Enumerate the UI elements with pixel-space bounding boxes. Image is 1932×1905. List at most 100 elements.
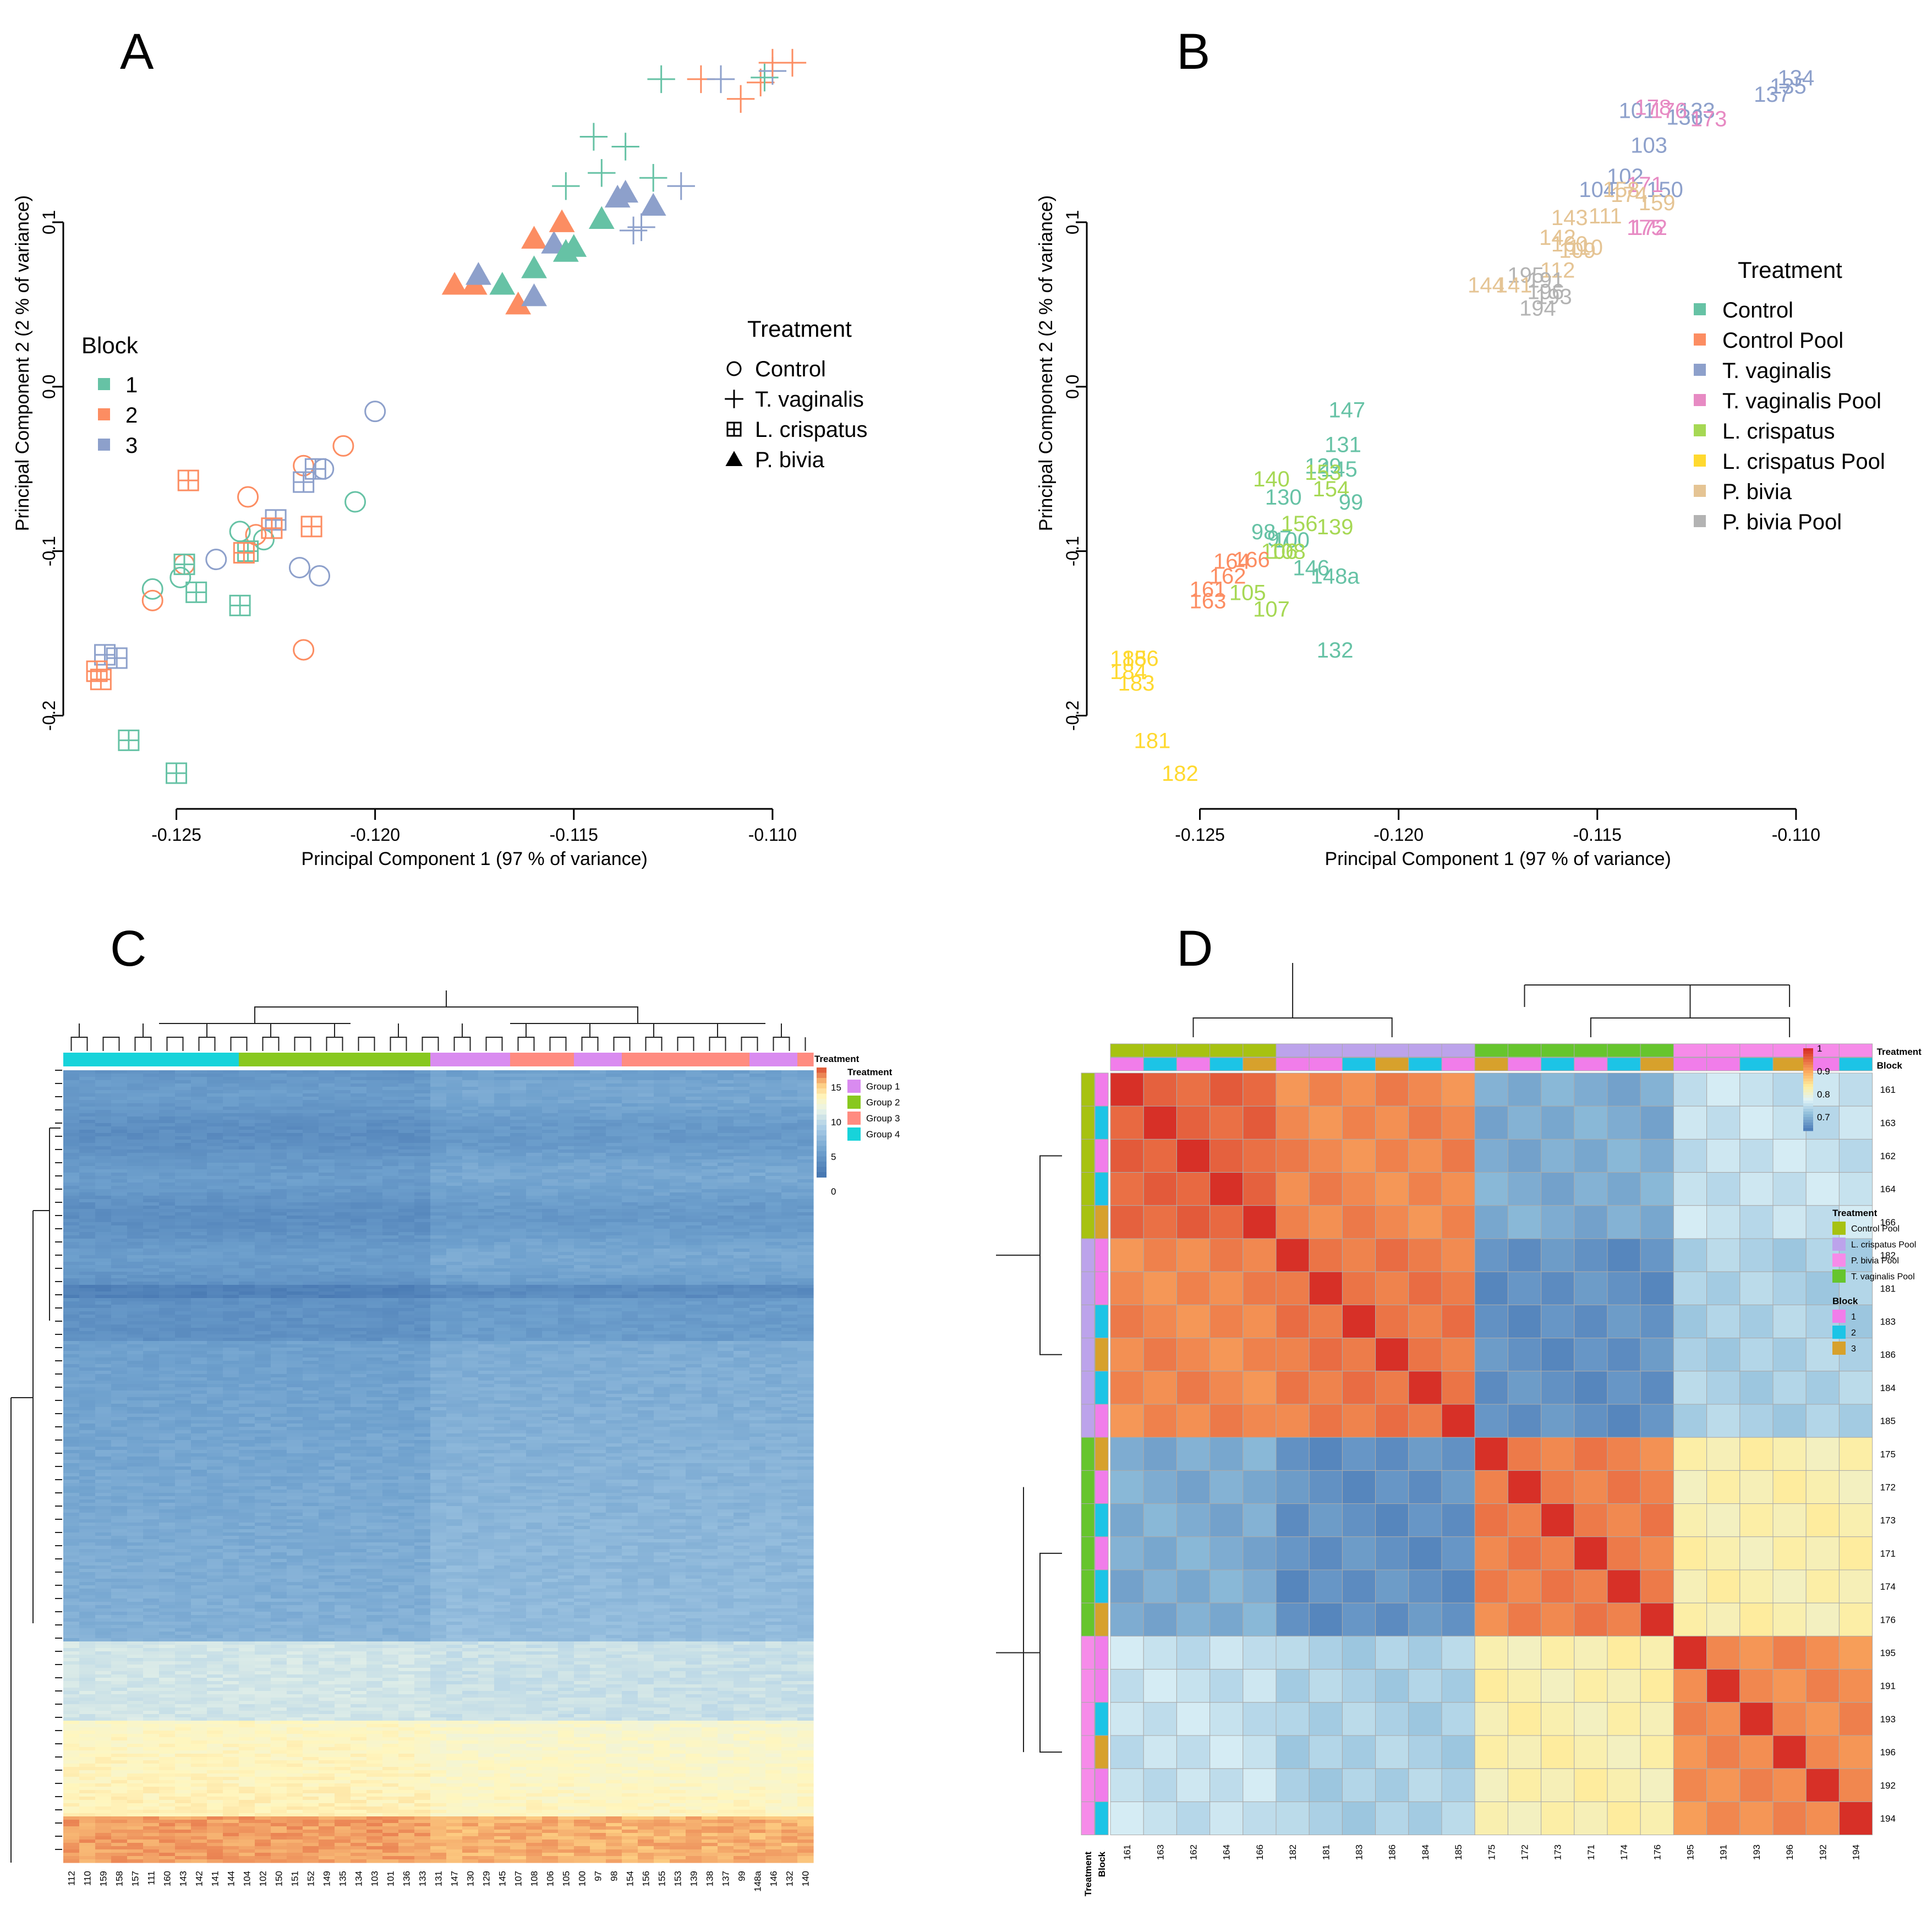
heatmap-cell: [654, 1275, 670, 1279]
heatmap-cell: [239, 1301, 255, 1305]
heatmap-cell: [382, 1311, 399, 1315]
heatmap-cell: [558, 1291, 574, 1295]
heatmap-cell: [606, 1348, 622, 1351]
heatmap-cell: [366, 1311, 383, 1315]
heatmap-cell: [734, 1183, 750, 1186]
heatmap-cell: [734, 1357, 750, 1361]
heatmap-cell: [111, 1126, 128, 1130]
heatmap-cell: [558, 1074, 574, 1077]
heatmap-cell: [175, 1265, 191, 1269]
heatmap-cell: [303, 1077, 319, 1081]
heatmap-cell: [670, 1344, 686, 1348]
heatmap-cell: [542, 1357, 559, 1361]
heatmap-cell: [446, 1186, 463, 1190]
heatmap-cell: [702, 1206, 718, 1209]
heatmap-cell: [462, 1249, 479, 1252]
heatmap-cell: [351, 1239, 367, 1242]
heatmap-cell: [622, 1357, 638, 1361]
heatmap-cell: [79, 1341, 96, 1345]
heatmap-cell: [478, 1242, 495, 1246]
heatmap-cell: [654, 1315, 670, 1318]
heatmap-cell: [414, 1110, 431, 1114]
heatmap-cell: [95, 1225, 112, 1229]
heatmap-cell: [382, 1301, 399, 1305]
heatmap-cell: [765, 1265, 782, 1269]
heatmap-cell: [366, 1315, 383, 1318]
heatmap-cell: [255, 1341, 271, 1345]
heatmap-cell: [606, 1262, 622, 1266]
point-plus: [707, 65, 735, 94]
heatmap-cell: [574, 1080, 590, 1084]
heatmap-cell: [239, 1070, 255, 1074]
legend-block-title: Block: [81, 332, 139, 358]
heatmap-cell: [351, 1288, 367, 1292]
heatmap-cell: [702, 1364, 718, 1368]
heatmap-cell: [159, 1298, 176, 1302]
heatmap-cell: [478, 1199, 495, 1203]
heatmap-cell: [382, 1249, 399, 1252]
heatmap-cell: [510, 1348, 527, 1351]
heatmap-cell: [478, 1245, 495, 1249]
heatmap-cell: [414, 1400, 431, 1404]
heatmap-cell: [542, 1146, 559, 1150]
heatmap-cell: [797, 1344, 814, 1348]
heatmap-cell: [287, 1229, 303, 1233]
heatmap-cell: [590, 1235, 606, 1239]
heatmap-cell: [207, 1344, 223, 1348]
heatmap-cell: [638, 1219, 654, 1223]
heatmap-cell: [366, 1291, 383, 1295]
heatmap-cell: [734, 1394, 750, 1398]
heatmap-cell: [462, 1275, 479, 1279]
heatmap-cell: [462, 1384, 479, 1388]
heatmap-cell: [255, 1308, 271, 1312]
heatmap-cell: [271, 1120, 287, 1124]
heatmap-cell: [430, 1328, 447, 1332]
heatmap-cell: [749, 1239, 766, 1242]
heatmap-cell: [239, 1308, 255, 1312]
heatmap-cell: [542, 1202, 559, 1206]
heatmap-cell: [670, 1381, 686, 1384]
heatmap-cell: [749, 1252, 766, 1256]
heatmap-cell: [159, 1397, 176, 1401]
sample-label: 173: [1690, 107, 1727, 132]
heatmap-cell: [702, 1126, 718, 1130]
heatmap-cell: [159, 1235, 176, 1239]
heatmap-cell: [207, 1153, 223, 1157]
heatmap-cell: [797, 1183, 814, 1186]
heatmap-cell: [462, 1097, 479, 1101]
heatmap-cell: [414, 1394, 431, 1398]
heatmap-cell: [287, 1301, 303, 1305]
heatmap-cell: [63, 1103, 80, 1107]
heatmap-cell: [462, 1255, 479, 1259]
heatmap-cell: [351, 1367, 367, 1371]
heatmap-cell: [366, 1123, 383, 1127]
heatmap-cell: [542, 1219, 559, 1223]
heatmap-cell: [223, 1166, 239, 1170]
heatmap-cell: [702, 1140, 718, 1143]
x-axis-title: Principal Component 1 (97 % of variance): [302, 849, 648, 869]
heatmap-cell: [702, 1249, 718, 1252]
heatmap-cell: [686, 1252, 702, 1256]
heatmap-cell: [366, 1140, 383, 1143]
sample-label: 153: [1305, 461, 1342, 485]
heatmap-cell: [654, 1361, 670, 1365]
heatmap-cell: [430, 1321, 447, 1325]
heatmap-cell: [287, 1249, 303, 1252]
sample-label: 135: [1770, 74, 1807, 98]
heatmap-cell: [606, 1189, 622, 1193]
heatmap-cell: [494, 1225, 511, 1229]
heatmap-cell: [207, 1258, 223, 1262]
heatmap-cell: [606, 1324, 622, 1328]
heatmap-cell: [239, 1074, 255, 1077]
heatmap-cell: [63, 1083, 80, 1087]
heatmap-cell: [159, 1113, 176, 1117]
heatmap-cell: [430, 1077, 447, 1081]
heatmap-cell: [749, 1338, 766, 1342]
heatmap-cell: [159, 1090, 176, 1094]
heatmap-cell: [239, 1288, 255, 1292]
heatmap-cell: [542, 1394, 559, 1398]
heatmap-cell: [255, 1391, 271, 1394]
heatmap-cell: [111, 1183, 128, 1186]
heatmap-cell: [670, 1404, 686, 1408]
heatmap-cell: [797, 1176, 814, 1180]
